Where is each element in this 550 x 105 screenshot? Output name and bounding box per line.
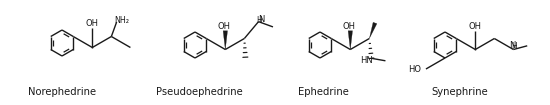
Text: Norephedrine: Norephedrine — [28, 87, 96, 97]
Text: N: N — [509, 41, 516, 50]
Text: Ephedrine: Ephedrine — [298, 87, 349, 97]
Polygon shape — [348, 31, 353, 49]
Text: H: H — [511, 42, 517, 51]
Text: H: H — [257, 16, 262, 25]
Text: OH: OH — [86, 19, 99, 28]
Text: OH: OH — [469, 22, 482, 31]
Text: Synephrine: Synephrine — [431, 87, 488, 97]
Text: NH₂: NH₂ — [114, 16, 130, 25]
Text: OH: OH — [343, 22, 356, 31]
Text: N: N — [258, 15, 265, 24]
Polygon shape — [370, 22, 377, 39]
Polygon shape — [223, 31, 228, 49]
Text: HO: HO — [409, 66, 421, 75]
Text: HN: HN — [360, 56, 373, 65]
Text: Pseudoephedrine: Pseudoephedrine — [156, 87, 243, 97]
Text: OH: OH — [218, 22, 231, 31]
